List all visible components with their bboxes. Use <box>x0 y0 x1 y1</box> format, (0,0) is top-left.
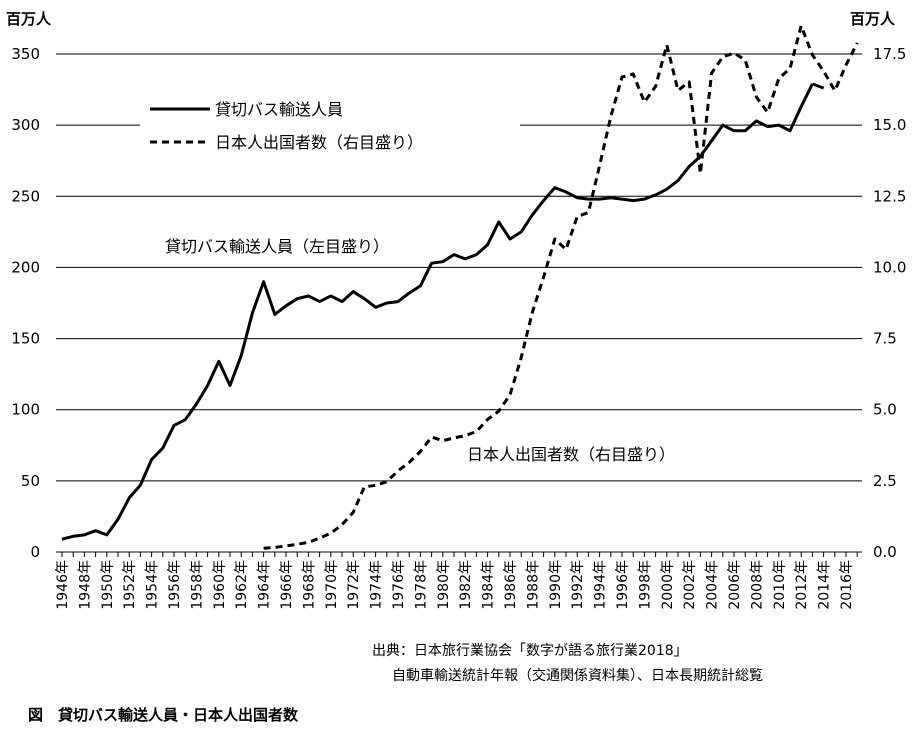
x-tick-label: 1998年 <box>637 560 653 610</box>
x-tick-label: 2002年 <box>682 560 698 610</box>
left-tick-label: 100 <box>11 401 40 419</box>
x-tick-label: 1974年 <box>369 560 385 610</box>
x-tick-label: 1970年 <box>324 560 340 610</box>
x-tick-label: 1948年 <box>77 560 93 610</box>
legend-label-travel: 日本人出国者数（右目盛り） <box>215 133 423 152</box>
figure-caption: 図 貸切バス輸送人員・日本人出国者数 <box>28 706 299 724</box>
right-tick-label: 10.0 <box>873 258 906 276</box>
x-tick-label: 2006年 <box>727 560 743 610</box>
x-tick-label: 1976年 <box>391 560 407 610</box>
left-tick-label: 250 <box>11 187 40 205</box>
right-tick-label: 17.5 <box>873 45 906 63</box>
x-tick-label: 1968年 <box>301 560 317 610</box>
x-tick-label: 2012年 <box>794 560 810 610</box>
x-tick-label: 1988年 <box>525 560 541 610</box>
left-tick-label: 150 <box>11 330 40 348</box>
x-tick-label: 2016年 <box>839 560 855 610</box>
left-tick-label: 50 <box>21 472 40 490</box>
x-tick-label: 1946年 <box>55 560 71 610</box>
left-tick-label: 0 <box>30 543 40 561</box>
series-line-bus-tail <box>811 82 825 90</box>
x-tick-label: 1986年 <box>503 560 519 610</box>
x-tick-label: 1996年 <box>615 560 631 610</box>
legend: 貸切バス輸送人員 日本人出国者数（右目盛り） <box>150 100 423 152</box>
right-tick-label: 5.0 <box>873 401 897 419</box>
x-tick-label: 1992年 <box>570 560 586 610</box>
right-axis-ticks: 0.0 2.5 5.0 7.5 10.0 12.5 15.0 17.5 <box>873 45 906 561</box>
legend-label-bus: 貸切バス輸送人員 <box>215 100 343 119</box>
gridlines <box>56 53 862 482</box>
right-tick-label: 0.0 <box>873 543 897 561</box>
x-tick-label: 1960年 <box>212 560 228 610</box>
right-tick-label: 2.5 <box>873 472 897 490</box>
x-tick-label: 1964年 <box>257 560 273 610</box>
annotation-travel: 日本人出国者数（右目盛り） <box>467 445 675 464</box>
annotation-bus: 貸切バス輸送人員（左目盛り） <box>165 237 389 256</box>
x-tick-label: 1978年 <box>413 560 429 610</box>
x-tick-label: 1954年 <box>145 560 161 610</box>
x-tick-label: 2004年 <box>705 560 721 610</box>
right-tick-label: 12.5 <box>873 187 906 205</box>
series-line-travel <box>263 24 859 550</box>
series-lines <box>61 24 859 550</box>
x-tick-label: 1990年 <box>548 560 564 610</box>
right-axis-unit: 百万人 <box>850 10 896 28</box>
left-tick-label: 350 <box>11 45 40 63</box>
source-line-1: 出典：日本旅行業協会「数字が語る旅行業2018」 <box>372 643 688 659</box>
left-tick-label: 300 <box>11 116 40 134</box>
x-tick-label: 2000年 <box>660 560 676 610</box>
x-tick-label: 1984年 <box>481 560 497 610</box>
x-tick-label: 1982年 <box>458 560 474 610</box>
x-tick-label: 1994年 <box>593 560 609 610</box>
x-tick-label: 1956年 <box>167 560 183 610</box>
source-line-2: 自動車輸送統計年報（交通関係資料集）、日本長期統計総覧 <box>392 668 763 684</box>
right-tick-label: 15.0 <box>873 116 906 134</box>
x-tick-label: 1958年 <box>189 560 205 610</box>
left-axis-unit: 百万人 <box>6 10 52 28</box>
x-tick-label: 1962年 <box>234 560 250 610</box>
x-tick-label: 1966年 <box>279 560 295 610</box>
right-tick-label: 7.5 <box>873 330 897 348</box>
x-tick-label: 2014年 <box>817 560 833 610</box>
x-tick-label: 2008年 <box>749 560 765 610</box>
x-tick-label: 1950年 <box>100 560 116 610</box>
x-tick-label: 1952年 <box>122 560 138 610</box>
left-axis-ticks: 0 50 100 150 200 250 300 350 <box>11 45 40 561</box>
x-axis: 1946年 1948年 1950年 1952年 1954年 1956年 1958年 1960年… <box>55 551 862 610</box>
x-tick-label: 1972年 <box>346 560 362 610</box>
legend-background <box>140 95 520 157</box>
left-tick-label: 200 <box>11 258 40 276</box>
x-tick-label: 1980年 <box>436 560 452 610</box>
series-line-bus <box>61 83 814 541</box>
x-tick-label: 2010年 <box>772 560 788 610</box>
